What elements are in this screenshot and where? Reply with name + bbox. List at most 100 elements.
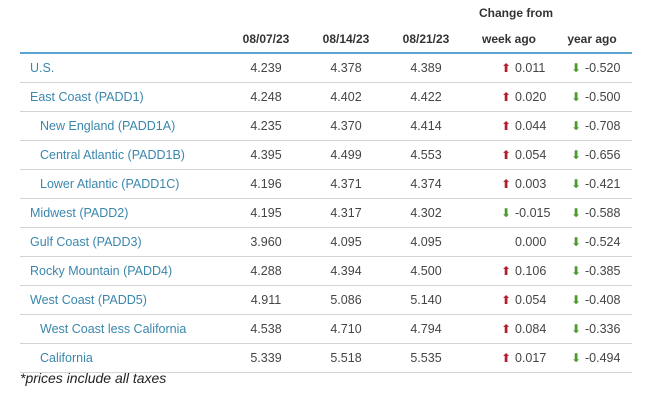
table-row: West Coast less California 4.538 4.710 4… (20, 314, 632, 344)
price-cell: 4.235 (226, 111, 306, 141)
price-cell: 4.370 (306, 111, 386, 141)
arrow-up-icon: ⬆ (500, 61, 512, 75)
region-link[interactable]: Lower Atlantic (PADD1C) (20, 169, 226, 199)
price-cell: 4.422 (386, 82, 466, 112)
table-row: Rocky Mountain (PADD4) 4.288 4.394 4.500… (20, 256, 632, 286)
year-change-value: -0.588 (585, 206, 621, 220)
arrow-down-icon: ⬇ (570, 90, 582, 104)
column-header-region (20, 26, 226, 54)
week-change-cell: ⬆ 0.020 (466, 82, 552, 112)
region-link[interactable]: Midwest (PADD2) (20, 198, 226, 228)
week-change-cell: ⬆ 0.044 (466, 111, 552, 141)
price-cell: 4.095 (386, 227, 466, 257)
arrow-down-icon: ⬇ (570, 351, 582, 365)
price-cell: 4.374 (386, 169, 466, 199)
price-cell: 4.389 (386, 53, 466, 83)
price-cell: 4.195 (226, 198, 306, 228)
arrow-up-icon: ⬆ (500, 322, 512, 336)
price-cell: 4.794 (386, 314, 466, 344)
arrow-up-icon: ⬆ (500, 90, 512, 104)
week-change-value: 0.054 (515, 148, 547, 162)
table-row: California 5.339 5.518 5.535 ⬆ 0.017 ⬇ -0.… (20, 343, 632, 373)
price-cell: 4.095 (306, 227, 386, 257)
arrow-up-icon: ⬆ (500, 177, 512, 191)
price-cell: 4.553 (386, 140, 466, 170)
week-change-cell: ⬆ 0.011 (466, 53, 552, 83)
price-cell: 4.414 (386, 111, 466, 141)
arrow-down-icon: ⬇ (500, 206, 512, 220)
table-row: East Coast (PADD1) 4.248 4.402 4.422 ⬆ 0.… (20, 82, 632, 112)
year-change-cell: ⬇ -0.524 (552, 227, 632, 257)
region-link[interactable]: U.S. (20, 53, 226, 83)
column-header-date-2: 08/14/23 (306, 26, 386, 54)
week-change-value: 0.011 (515, 61, 546, 75)
region-link[interactable]: California (20, 343, 226, 373)
price-cell: 5.339 (226, 343, 306, 373)
column-header-year-ago: year ago (552, 26, 632, 54)
arrow-up-icon: ⬆ (500, 148, 512, 162)
price-cell: 4.248 (226, 82, 306, 112)
year-change-cell: ⬇ -0.408 (552, 285, 632, 315)
table-row: Central Atlantic (PADD1B) 4.395 4.499 4.… (20, 140, 632, 170)
region-link[interactable]: New England (PADD1A) (20, 111, 226, 141)
region-link[interactable]: East Coast (PADD1) (20, 82, 226, 112)
year-change-value: -0.500 (585, 90, 621, 104)
arrow-down-icon: ⬇ (570, 61, 582, 75)
column-header-date-1: 08/07/23 (226, 26, 306, 54)
price-cell: 4.196 (226, 169, 306, 199)
year-change-value: -0.421 (585, 177, 621, 191)
week-change-cell: ⬆ 0.054 (466, 285, 552, 315)
region-link[interactable]: Rocky Mountain (PADD4) (20, 256, 226, 286)
week-change-value: 0.017 (515, 351, 547, 365)
arrow-down-icon: ⬇ (570, 206, 582, 220)
price-cell: 5.535 (386, 343, 466, 373)
column-header-week-ago: week ago (466, 26, 552, 54)
region-link[interactable]: Gulf Coast (PADD3) (20, 227, 226, 257)
week-change-cell: ⬆ 0.003 (466, 169, 552, 199)
price-cell: 4.500 (386, 256, 466, 286)
price-cell: 4.378 (306, 53, 386, 83)
week-change-cell: ⬆0.000 (466, 227, 552, 257)
year-change-cell: ⬇ -0.656 (552, 140, 632, 170)
arrow-down-icon: ⬇ (570, 119, 582, 133)
arrow-up-icon: ⬆ (500, 351, 512, 365)
arrow-up-icon: ⬆ (500, 264, 512, 278)
arrow-down-icon: ⬇ (570, 264, 582, 278)
week-change-value: 0.106 (515, 264, 547, 278)
price-cell: 4.911 (226, 285, 306, 315)
week-change-cell: ⬆ 0.017 (466, 343, 552, 373)
change-from-header: Change from (478, 6, 553, 20)
year-change-cell: ⬇ -0.385 (552, 256, 632, 286)
year-change-value: -0.524 (585, 235, 621, 249)
region-link[interactable]: Central Atlantic (PADD1B) (20, 140, 226, 170)
arrow-down-icon: ⬇ (570, 235, 582, 249)
price-cell: 4.302 (386, 198, 466, 228)
year-change-value: -0.385 (585, 264, 621, 278)
arrow-up-icon: ⬆ (500, 293, 512, 307)
no-change-icon: ⬆ (500, 235, 512, 249)
year-change-cell: ⬇ -0.588 (552, 198, 632, 228)
price-cell: 4.710 (306, 314, 386, 344)
price-cell: 4.239 (226, 53, 306, 83)
week-change-cell: ⬆ 0.054 (466, 140, 552, 170)
table-row: New England (PADD1A) 4.235 4.370 4.414 ⬆… (20, 111, 632, 141)
price-cell: 5.140 (386, 285, 466, 315)
week-change-value: 0.020 (515, 90, 547, 104)
region-link[interactable]: West Coast less California (20, 314, 226, 344)
year-change-value: -0.408 (585, 293, 621, 307)
week-change-value: -0.015 (515, 206, 551, 220)
week-change-cell: ⬇ -0.015 (466, 198, 552, 228)
week-change-value: 0.003 (515, 177, 547, 191)
year-change-cell: ⬇ -0.500 (552, 82, 632, 112)
table-row: U.S. 4.239 4.378 4.389 ⬆ 0.011 ⬇ -0.520 (20, 53, 632, 83)
price-cell: 4.538 (226, 314, 306, 344)
year-change-value: -0.656 (585, 148, 621, 162)
price-cell: 3.960 (226, 227, 306, 257)
year-change-cell: ⬇ -0.421 (552, 169, 632, 199)
price-cell: 5.518 (306, 343, 386, 373)
week-change-cell: ⬆ 0.106 (466, 256, 552, 286)
price-cell: 4.395 (226, 140, 306, 170)
table-row: Gulf Coast (PADD3) 3.960 4.095 4.095 ⬆0.… (20, 227, 632, 257)
region-link[interactable]: West Coast (PADD5) (20, 285, 226, 315)
price-cell: 4.499 (306, 140, 386, 170)
